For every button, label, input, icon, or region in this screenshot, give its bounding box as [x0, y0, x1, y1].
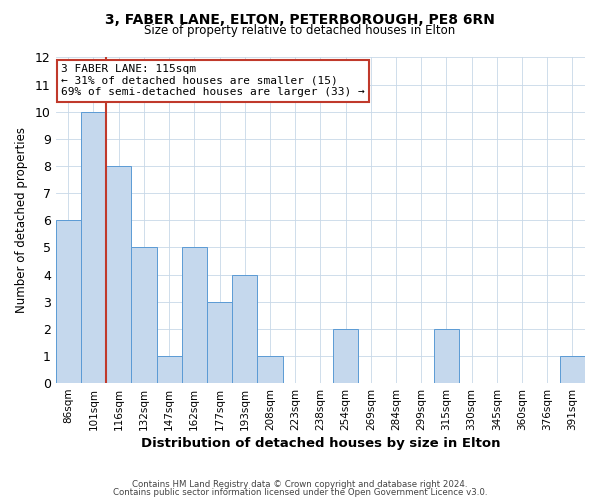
- Text: 3 FABER LANE: 115sqm
← 31% of detached houses are smaller (15)
69% of semi-detac: 3 FABER LANE: 115sqm ← 31% of detached h…: [61, 64, 365, 97]
- Bar: [207, 302, 232, 383]
- Bar: [560, 356, 585, 383]
- Bar: [333, 329, 358, 383]
- Bar: [182, 248, 207, 383]
- Bar: [157, 356, 182, 383]
- Bar: [106, 166, 131, 383]
- Text: 3, FABER LANE, ELTON, PETERBOROUGH, PE8 6RN: 3, FABER LANE, ELTON, PETERBOROUGH, PE8 …: [105, 12, 495, 26]
- Bar: [434, 329, 459, 383]
- Bar: [81, 112, 106, 383]
- Y-axis label: Number of detached properties: Number of detached properties: [15, 128, 28, 314]
- Text: Size of property relative to detached houses in Elton: Size of property relative to detached ho…: [145, 24, 455, 37]
- Text: Contains HM Land Registry data © Crown copyright and database right 2024.: Contains HM Land Registry data © Crown c…: [132, 480, 468, 489]
- X-axis label: Distribution of detached houses by size in Elton: Distribution of detached houses by size …: [140, 437, 500, 450]
- Text: Contains public sector information licensed under the Open Government Licence v3: Contains public sector information licen…: [113, 488, 487, 497]
- Bar: [56, 220, 81, 383]
- Bar: [257, 356, 283, 383]
- Bar: [232, 274, 257, 383]
- Bar: [131, 248, 157, 383]
